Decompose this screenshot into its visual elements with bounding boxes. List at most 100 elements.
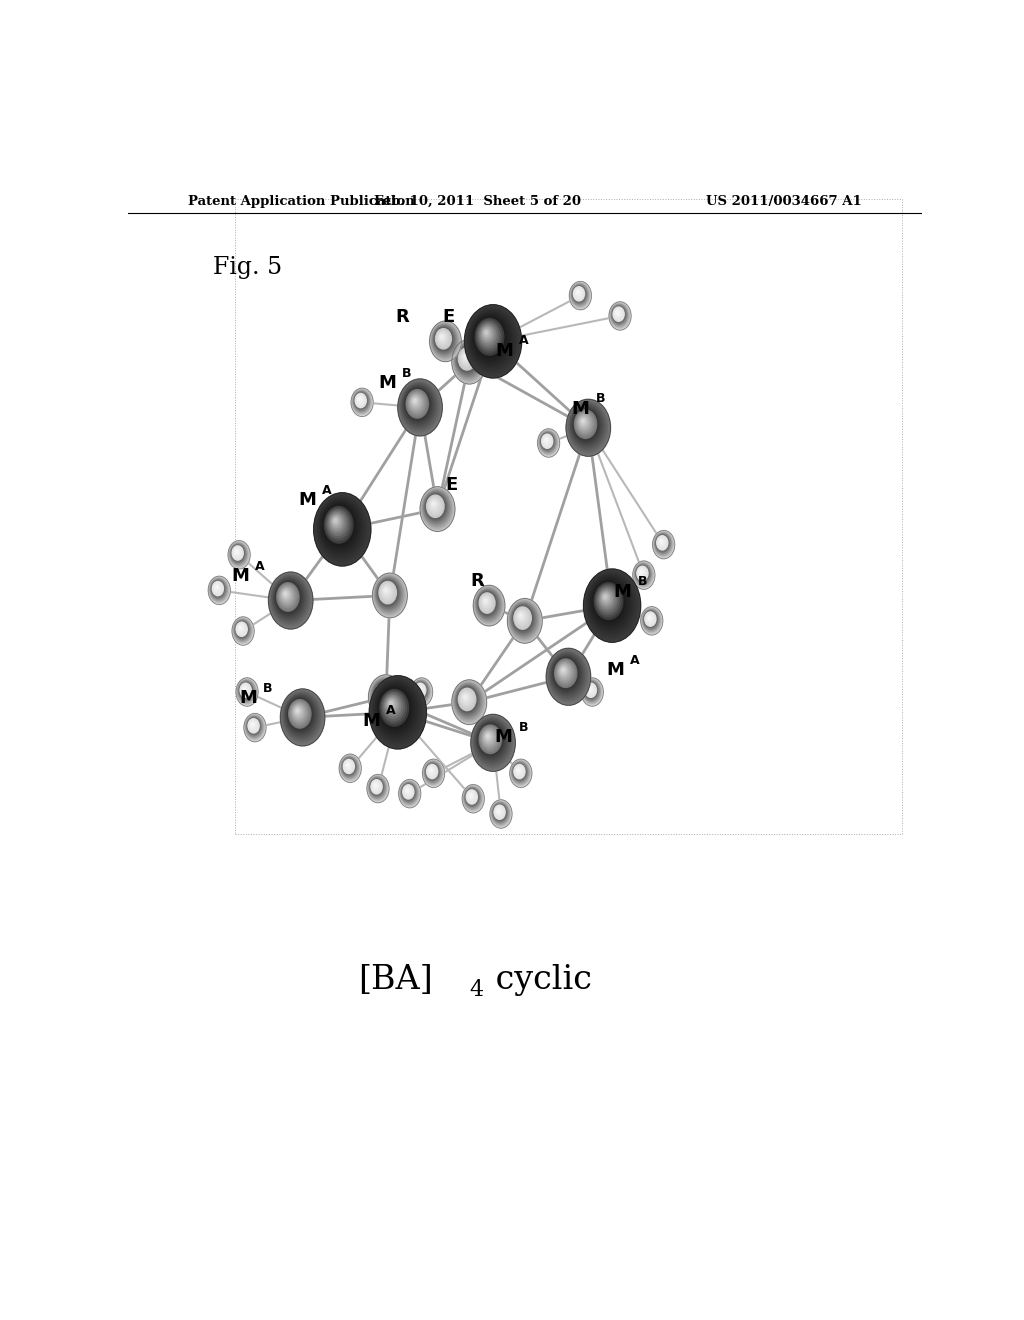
Circle shape [282, 589, 291, 602]
Circle shape [585, 570, 639, 640]
Circle shape [380, 689, 409, 726]
Circle shape [374, 576, 404, 615]
Circle shape [341, 756, 358, 779]
Circle shape [497, 809, 501, 813]
Circle shape [520, 614, 521, 616]
Circle shape [642, 609, 660, 632]
Circle shape [345, 762, 352, 771]
Text: M: M [495, 727, 513, 746]
Circle shape [601, 591, 611, 605]
Circle shape [416, 684, 424, 696]
Circle shape [292, 704, 306, 722]
Circle shape [569, 404, 604, 449]
Circle shape [231, 545, 245, 562]
Circle shape [592, 579, 627, 624]
Circle shape [474, 719, 509, 763]
Circle shape [241, 684, 251, 697]
Circle shape [639, 569, 644, 576]
Circle shape [587, 685, 593, 693]
Circle shape [408, 392, 425, 414]
Circle shape [427, 766, 436, 776]
Circle shape [517, 611, 526, 623]
Circle shape [209, 577, 228, 603]
Circle shape [460, 350, 473, 367]
Text: E: E [442, 308, 455, 326]
Circle shape [286, 696, 315, 734]
Circle shape [280, 586, 294, 606]
Circle shape [473, 717, 512, 767]
Circle shape [376, 684, 391, 704]
Circle shape [461, 351, 472, 366]
Circle shape [569, 281, 592, 310]
Circle shape [483, 329, 489, 338]
Circle shape [355, 393, 367, 408]
Circle shape [216, 586, 218, 589]
Circle shape [423, 491, 451, 525]
Circle shape [647, 615, 652, 622]
Circle shape [339, 754, 361, 783]
Circle shape [468, 792, 475, 801]
Circle shape [492, 801, 510, 825]
Circle shape [232, 616, 254, 645]
Circle shape [542, 433, 554, 449]
Circle shape [467, 308, 518, 372]
Circle shape [232, 546, 243, 560]
Circle shape [636, 565, 649, 582]
Circle shape [373, 574, 407, 616]
Text: B: B [595, 392, 605, 405]
Circle shape [463, 785, 483, 812]
Circle shape [542, 434, 552, 447]
Circle shape [616, 312, 618, 313]
Circle shape [513, 606, 532, 631]
Circle shape [550, 653, 585, 697]
Circle shape [230, 544, 247, 564]
Circle shape [647, 614, 653, 622]
Circle shape [654, 532, 673, 556]
Circle shape [546, 438, 547, 441]
Circle shape [510, 759, 531, 788]
Circle shape [378, 579, 399, 607]
Circle shape [414, 682, 427, 700]
Circle shape [645, 612, 656, 626]
Circle shape [231, 545, 244, 561]
Circle shape [469, 793, 473, 799]
Circle shape [469, 793, 473, 799]
Circle shape [399, 780, 420, 807]
Circle shape [599, 589, 614, 609]
Circle shape [565, 653, 587, 680]
Circle shape [641, 607, 663, 634]
Circle shape [341, 756, 357, 777]
Circle shape [245, 714, 264, 739]
Circle shape [578, 292, 579, 293]
Circle shape [511, 603, 537, 635]
Circle shape [643, 610, 659, 630]
Circle shape [403, 385, 433, 424]
Circle shape [460, 690, 473, 708]
Circle shape [471, 714, 515, 771]
Circle shape [509, 601, 540, 640]
Circle shape [240, 684, 251, 697]
Circle shape [464, 694, 467, 700]
Circle shape [313, 492, 371, 566]
Circle shape [568, 656, 582, 675]
Circle shape [456, 345, 479, 375]
Circle shape [236, 622, 248, 638]
Circle shape [377, 686, 389, 701]
Circle shape [216, 586, 217, 587]
Circle shape [367, 775, 389, 803]
Circle shape [375, 784, 377, 787]
Circle shape [210, 578, 228, 602]
Circle shape [385, 696, 400, 715]
Circle shape [586, 684, 596, 697]
Circle shape [485, 734, 490, 739]
Circle shape [554, 657, 579, 689]
Circle shape [293, 705, 305, 721]
Circle shape [289, 700, 311, 729]
Circle shape [540, 432, 556, 453]
Circle shape [600, 590, 613, 607]
Circle shape [380, 689, 384, 694]
Circle shape [640, 570, 643, 574]
Circle shape [429, 767, 434, 774]
Text: A: A [255, 560, 264, 573]
Circle shape [436, 330, 451, 347]
